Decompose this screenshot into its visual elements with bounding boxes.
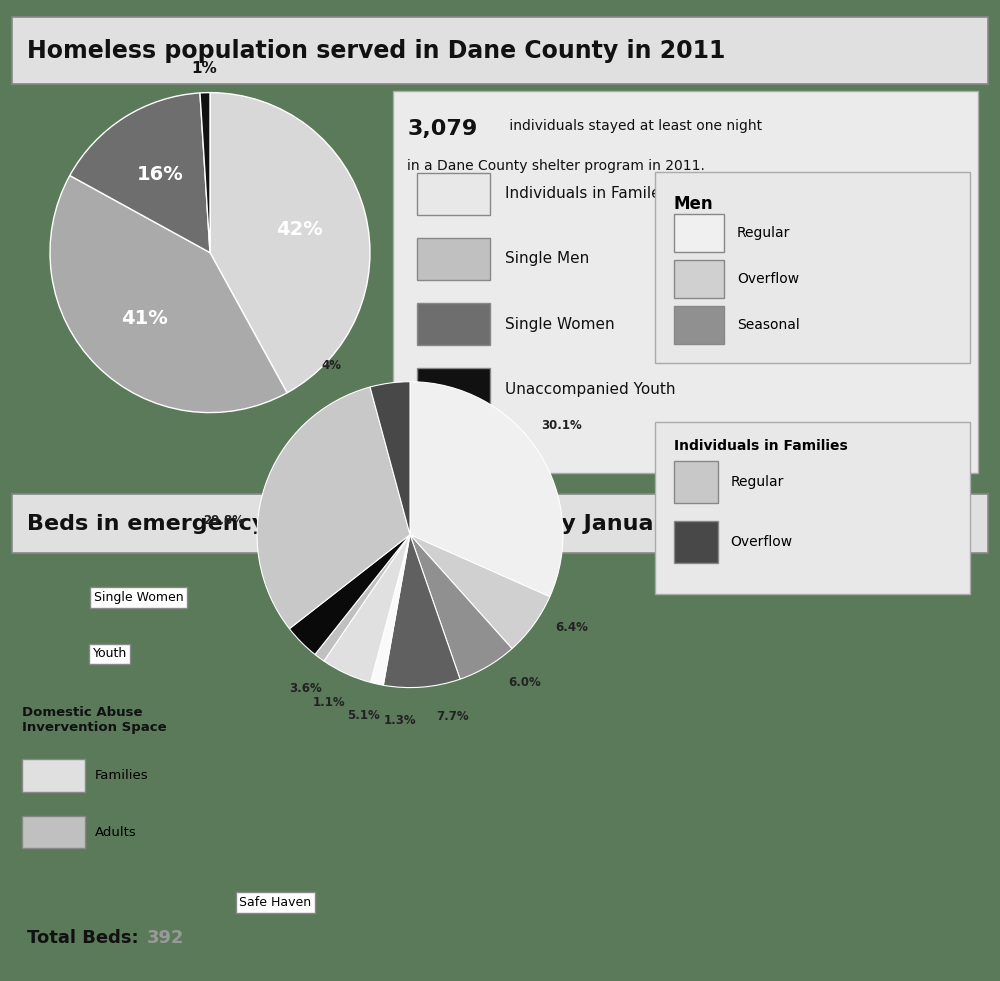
Wedge shape — [257, 387, 410, 629]
Text: 7.7%: 7.7% — [436, 710, 469, 723]
FancyBboxPatch shape — [22, 815, 85, 849]
FancyBboxPatch shape — [417, 369, 490, 410]
Wedge shape — [315, 535, 410, 661]
FancyBboxPatch shape — [674, 521, 718, 562]
Wedge shape — [210, 92, 370, 392]
Text: Safe Haven: Safe Haven — [239, 896, 312, 908]
FancyBboxPatch shape — [12, 17, 988, 84]
FancyBboxPatch shape — [674, 214, 724, 252]
Text: 41%: 41% — [121, 309, 168, 328]
Text: Regular: Regular — [731, 475, 784, 489]
Text: 30.1%: 30.1% — [541, 419, 582, 432]
Text: Individuals in Familes: Individuals in Familes — [505, 186, 669, 201]
Text: Overflow: Overflow — [737, 272, 799, 285]
Text: 42%: 42% — [277, 220, 323, 239]
Wedge shape — [410, 382, 563, 596]
FancyBboxPatch shape — [674, 260, 724, 298]
Text: Men: Men — [674, 194, 714, 213]
Text: 16%: 16% — [137, 165, 184, 183]
FancyBboxPatch shape — [655, 172, 970, 363]
FancyBboxPatch shape — [393, 91, 978, 473]
Text: Single Women: Single Women — [94, 592, 184, 604]
Text: Single Women: Single Women — [505, 317, 615, 332]
Wedge shape — [383, 535, 460, 688]
Wedge shape — [289, 535, 410, 654]
Text: 6.4%: 6.4% — [555, 621, 588, 634]
FancyBboxPatch shape — [417, 238, 490, 280]
Wedge shape — [324, 535, 410, 683]
Text: Single Men: Single Men — [505, 251, 589, 267]
Wedge shape — [410, 535, 512, 679]
Text: 29.8%: 29.8% — [203, 514, 244, 527]
Text: 1.1%: 1.1% — [313, 697, 345, 709]
FancyBboxPatch shape — [417, 173, 490, 215]
Wedge shape — [371, 535, 410, 686]
Text: 1.3%: 1.3% — [384, 714, 416, 728]
Text: Unaccompanied Youth: Unaccompanied Youth — [505, 382, 675, 397]
Text: Seasonal: Seasonal — [737, 318, 800, 332]
FancyBboxPatch shape — [22, 759, 85, 793]
Text: 3,079: 3,079 — [407, 119, 478, 139]
Text: Beds in emergency shelters in Dane County January 2012: Beds in emergency shelters in Dane Count… — [27, 514, 748, 534]
Wedge shape — [200, 92, 210, 253]
Text: Overflow: Overflow — [731, 535, 793, 549]
Text: 1%: 1% — [191, 61, 217, 77]
Text: Regular: Regular — [737, 226, 790, 240]
Text: 5.1%: 5.1% — [347, 708, 379, 722]
Wedge shape — [70, 93, 210, 253]
Text: Youth: Youth — [92, 647, 127, 660]
Text: in a Dane County shelter program in 2011.: in a Dane County shelter program in 2011… — [407, 159, 705, 173]
FancyBboxPatch shape — [12, 494, 988, 553]
Wedge shape — [50, 176, 287, 413]
Text: 392: 392 — [147, 929, 184, 947]
FancyBboxPatch shape — [417, 303, 490, 345]
Text: Individuals in Families: Individuals in Families — [674, 439, 848, 453]
Text: Total Beds:: Total Beds: — [27, 929, 151, 947]
Text: 6.0%: 6.0% — [508, 676, 541, 689]
Text: Source: 2011 Annual Report on Homeless Served in Dane County. Data for 2012 not : Source: 2011 Annual Report on Homeless S… — [278, 506, 722, 515]
FancyBboxPatch shape — [674, 306, 724, 343]
Text: 4%: 4% — [322, 359, 342, 372]
Text: Families: Families — [95, 769, 149, 782]
Text: Homeless population served in Dane County in 2011: Homeless population served in Dane Count… — [27, 38, 725, 63]
FancyBboxPatch shape — [655, 422, 970, 594]
Text: 3.6%: 3.6% — [289, 683, 321, 696]
Wedge shape — [370, 382, 410, 535]
Text: Domestic Abuse
Invervention Space: Domestic Abuse Invervention Space — [22, 705, 166, 734]
FancyBboxPatch shape — [674, 461, 718, 502]
Text: individuals stayed at least one night: individuals stayed at least one night — [505, 119, 762, 133]
Text: Adults: Adults — [95, 826, 137, 839]
Wedge shape — [410, 535, 550, 648]
